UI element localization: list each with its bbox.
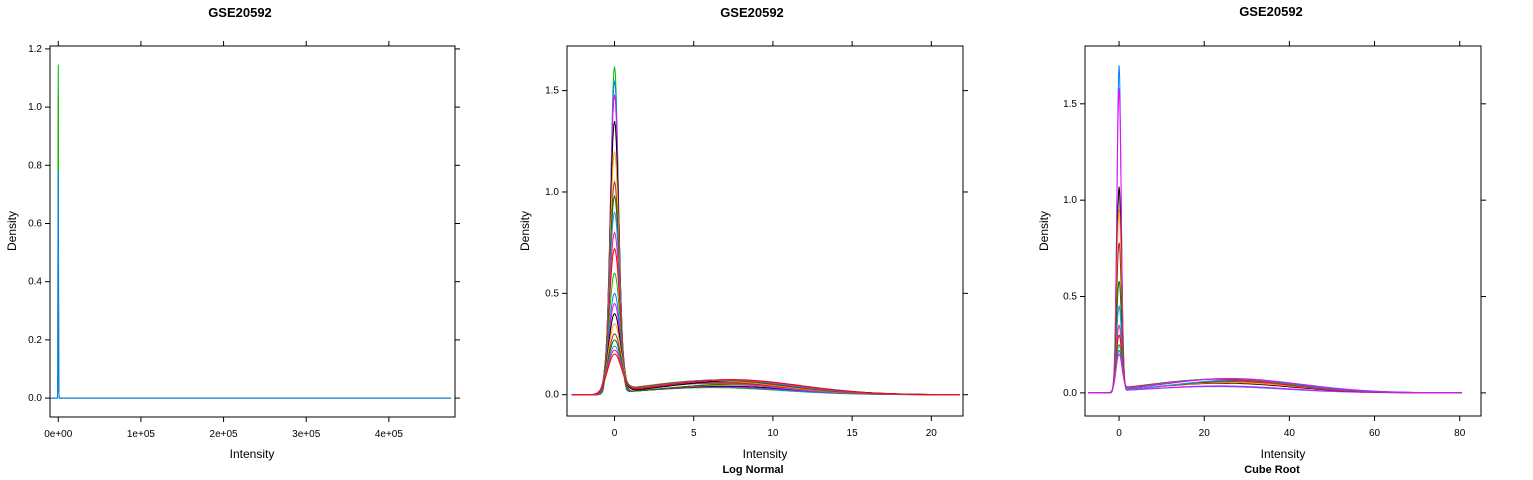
density-curve bbox=[571, 272, 960, 396]
chart-title: GSE20592 bbox=[1239, 4, 1303, 19]
x-tick-label: 60 bbox=[1369, 428, 1381, 439]
y-axis-label: Density bbox=[5, 211, 19, 251]
y-tick-label: 0.2 bbox=[28, 335, 42, 346]
chart-panel-cube-root: GSE20592 0 20 40 60 80 0.0 0.5 1.0 1.5 Intensit… bbox=[1037, 4, 1486, 476]
density-curve bbox=[1088, 65, 1462, 394]
density-curve bbox=[571, 292, 960, 396]
x-axis-label: Intensity bbox=[1261, 447, 1306, 461]
y-ticks: 0.0 0.2 0.4 0.6 0.8 1.0 1.2 bbox=[28, 44, 460, 404]
y-tick-label: 1.5 bbox=[1063, 99, 1077, 110]
density-curve bbox=[1088, 242, 1462, 394]
density-curve bbox=[1088, 186, 1462, 394]
y-tick-label: 0.5 bbox=[545, 288, 559, 299]
density-curves bbox=[1088, 65, 1462, 394]
plot-frame bbox=[49, 45, 456, 418]
x-axis-label: Intensity bbox=[743, 447, 788, 461]
chart-panel-raw: GSE20592 0e+00 1e+05 2e+05 3e+05 4e+05 0.00.… bbox=[5, 5, 460, 461]
x-tick-label: 4e+05 bbox=[375, 429, 404, 440]
chart-panel-log-normal: GSE20592 0 5 10 15 20 0.0 0.5 1.0 1.5 Intensity… bbox=[518, 5, 968, 476]
x-ticks: 0 20 40 60 80 bbox=[1116, 41, 1466, 439]
x-tick-label: 80 bbox=[1454, 428, 1466, 439]
x-tick-label: 2e+05 bbox=[210, 429, 239, 440]
density-curve bbox=[50, 64, 451, 399]
density-curve bbox=[50, 96, 451, 399]
density-curve bbox=[571, 194, 960, 396]
x-tick-label: 20 bbox=[1199, 428, 1211, 439]
y-tick-label: 1.0 bbox=[1063, 195, 1077, 206]
density-curves bbox=[571, 66, 960, 396]
y-tick-label: 0.4 bbox=[28, 277, 42, 288]
y-axis-label: Density bbox=[1037, 211, 1051, 251]
density-curve bbox=[1088, 334, 1462, 394]
x-tick-label: 40 bbox=[1284, 428, 1296, 439]
x-tick-label: 0 bbox=[612, 428, 618, 439]
density-curve bbox=[571, 353, 960, 396]
y-tick-label: 1.2 bbox=[28, 44, 42, 55]
density-curve bbox=[1088, 209, 1462, 394]
y-tick-label: 1.0 bbox=[545, 187, 559, 198]
x-tick-label: 1e+05 bbox=[127, 429, 156, 440]
x-ticks: 0 5 10 15 20 bbox=[612, 41, 938, 439]
y-tick-label: 0.0 bbox=[545, 390, 559, 401]
density-curve bbox=[571, 151, 960, 396]
density-curve bbox=[571, 66, 960, 396]
y-ticks: 0.0 0.5 1.0 1.5 bbox=[1063, 99, 1486, 399]
y-ticks: 0.0 0.5 1.0 1.5 bbox=[545, 86, 968, 401]
y-tick-label: 0.6 bbox=[28, 218, 42, 229]
density-curve bbox=[571, 247, 960, 396]
chart-title: GSE20592 bbox=[720, 5, 784, 20]
x-tick-label: 0e+00 bbox=[44, 429, 73, 440]
density-curve bbox=[50, 171, 451, 399]
density-curve bbox=[1088, 280, 1462, 394]
chart-subtitle: Cube Root bbox=[1244, 464, 1300, 476]
x-tick-label: 10 bbox=[767, 428, 779, 439]
y-tick-label: 0.0 bbox=[1063, 388, 1077, 399]
x-tick-label: 5 bbox=[691, 428, 697, 439]
y-tick-label: 0.8 bbox=[28, 160, 42, 171]
plot-frame bbox=[1084, 45, 1482, 417]
density-curve bbox=[571, 231, 960, 396]
plot-frame bbox=[566, 45, 964, 417]
y-tick-label: 0.5 bbox=[1063, 292, 1077, 303]
density-curve bbox=[1088, 304, 1462, 394]
y-tick-label: 1.5 bbox=[545, 86, 559, 97]
y-tick-label: 1.0 bbox=[28, 102, 42, 113]
density-curve bbox=[571, 210, 960, 396]
density-curves bbox=[50, 64, 451, 399]
chart-title: GSE20592 bbox=[208, 5, 272, 20]
x-tick-label: 0 bbox=[1116, 428, 1122, 439]
y-axis-label: Density bbox=[518, 211, 532, 251]
density-curve bbox=[1088, 353, 1462, 394]
density-curve bbox=[1088, 88, 1462, 394]
x-axis-label: Intensity bbox=[230, 447, 275, 461]
density-curve bbox=[571, 80, 960, 396]
y-tick-label: 0.0 bbox=[28, 393, 42, 404]
x-tick-label: 20 bbox=[926, 428, 938, 439]
x-tick-label: 15 bbox=[847, 428, 859, 439]
density-curve bbox=[571, 94, 960, 396]
density-curve bbox=[571, 120, 960, 396]
x-ticks: 0e+00 1e+05 2e+05 3e+05 4e+05 bbox=[44, 41, 403, 440]
density-curve bbox=[571, 179, 960, 396]
chart-subtitle: Log Normal bbox=[722, 464, 783, 476]
x-tick-label: 3e+05 bbox=[292, 429, 321, 440]
